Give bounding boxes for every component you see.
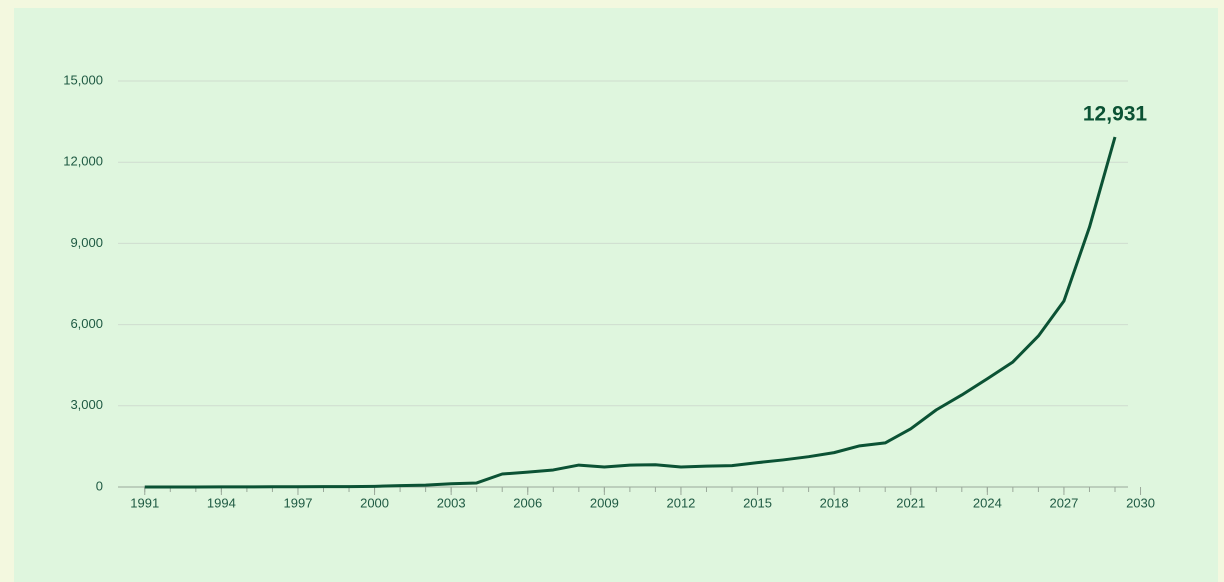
y-tick-label: 12,000 (63, 154, 103, 169)
x-tick-label: 2012 (666, 495, 695, 510)
y-tick-label: 0 (96, 478, 103, 493)
y-tick-label: 15,000 (63, 72, 103, 87)
x-tick-label: 2003 (437, 495, 466, 510)
x-tick-label: 1997 (284, 495, 313, 510)
x-tick-label: 2009 (590, 495, 619, 510)
x-tick-label: 2015 (743, 495, 772, 510)
x-tick-label: 2024 (973, 495, 1002, 510)
y-tick-label: 3,000 (70, 397, 103, 412)
data-line (144, 136, 1117, 489)
x-tick-label: 1994 (207, 495, 236, 510)
y-tick-label: 9,000 (70, 235, 103, 250)
x-tick-label: 2027 (1049, 495, 1078, 510)
x-tick-label: 2018 (820, 495, 849, 510)
x-tick-label: 2006 (513, 495, 542, 510)
x-tick-label: 2021 (896, 495, 925, 510)
y-tick-label: 6,000 (70, 316, 103, 331)
x-tick-label: 2000 (360, 495, 389, 510)
x-tick-label: 1991 (130, 495, 159, 510)
end-value-label: 12,931 (1083, 103, 1148, 126)
x-tick-label: 2030 (1126, 495, 1155, 510)
